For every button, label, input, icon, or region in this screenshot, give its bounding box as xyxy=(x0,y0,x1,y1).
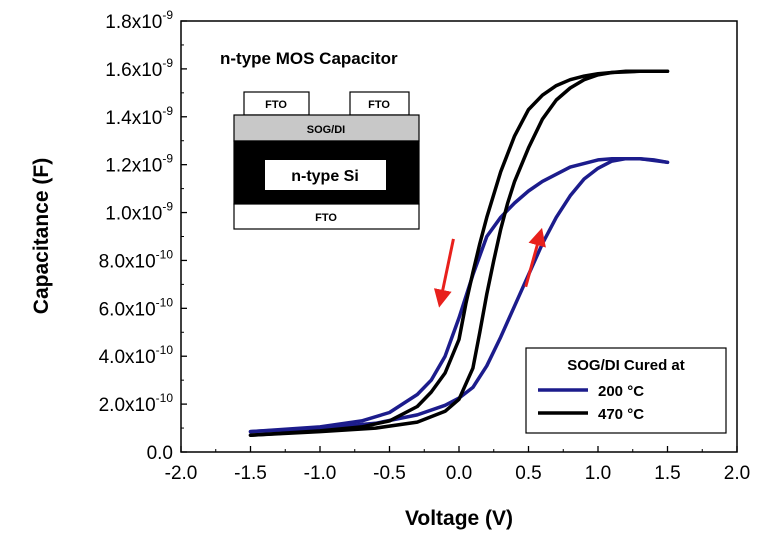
y-tick-label: 1.2x10-9 xyxy=(105,152,173,177)
y-tick-label: 1.4x10-9 xyxy=(105,104,173,129)
series-1-reverse-sweep xyxy=(248,69,670,437)
x-tick-label: -1.0 xyxy=(304,463,337,484)
y-tick-label: 1.8x10-9 xyxy=(105,8,173,33)
legend-title: SOG/DI Cured at xyxy=(567,357,685,374)
legend-label-470C: 470 °C xyxy=(598,406,644,423)
inset-substrate-label: n-type Si xyxy=(291,168,359,185)
y-tick-label: 0.0 xyxy=(147,443,173,464)
x-axis-ticks: -2.0 -1.5 -1.0 -0.5 0.0 0.5 1.0 1.5 2.0 xyxy=(165,446,750,484)
y-tick-label: 8.0x10-10 xyxy=(99,247,174,272)
y-axis-ticks: 0.0 2.0x10-10 4.0x10-10 6.0x10-10 8.0x10-10 1… xyxy=(99,8,187,464)
inset-oxide-layer xyxy=(233,114,420,142)
inset-bottom-contact xyxy=(233,203,420,230)
series-0-reverse-sweep xyxy=(248,156,670,434)
x-tick-label: -2.0 xyxy=(165,463,198,484)
y-tick-label: 4.0x10-10 xyxy=(99,343,174,368)
chart-title: n-type MOS Capacitor xyxy=(220,49,398,68)
inset-top-contact-right-label: FTO xyxy=(368,99,390,111)
inset-top-contact-left-label: FTO xyxy=(265,99,287,111)
y-axis-title: Capacitance (F) xyxy=(30,158,53,314)
x-tick-label: 2.0 xyxy=(724,463,750,484)
inset-bottom-contact-label: FTO xyxy=(315,212,337,224)
legend: SOG/DI Cured at 200 °C 470 °C xyxy=(525,347,727,434)
x-tick-label: 0.0 xyxy=(446,463,472,484)
y-tick-label: 1.0x10-9 xyxy=(105,200,173,225)
sweep-arrow-down xyxy=(433,238,455,308)
y-tick-label: 1.6x10-9 xyxy=(105,56,173,81)
legend-label-200C: 200 °C xyxy=(598,383,644,400)
x-axis-title: Voltage (V) xyxy=(405,507,513,530)
sweep-arrow-up xyxy=(524,227,546,288)
y-tick-label: 6.0x10-10 xyxy=(99,295,174,320)
annotation-layer xyxy=(433,227,546,308)
x-tick-label: 0.5 xyxy=(515,463,541,484)
inset-substrate-label-box xyxy=(265,160,386,190)
x-tick-label: -0.5 xyxy=(373,463,406,484)
y-tick-label: 2.0x10-10 xyxy=(99,391,174,416)
x-tick-label: 1.5 xyxy=(654,463,680,484)
inset-device-schematic: FTO FTO SOG/DI n-type Si FTO xyxy=(233,91,420,230)
x-tick-label: 1.0 xyxy=(585,463,611,484)
inset-oxide-label: SOG/DI xyxy=(307,124,346,136)
x-tick-label: -1.5 xyxy=(234,463,267,484)
